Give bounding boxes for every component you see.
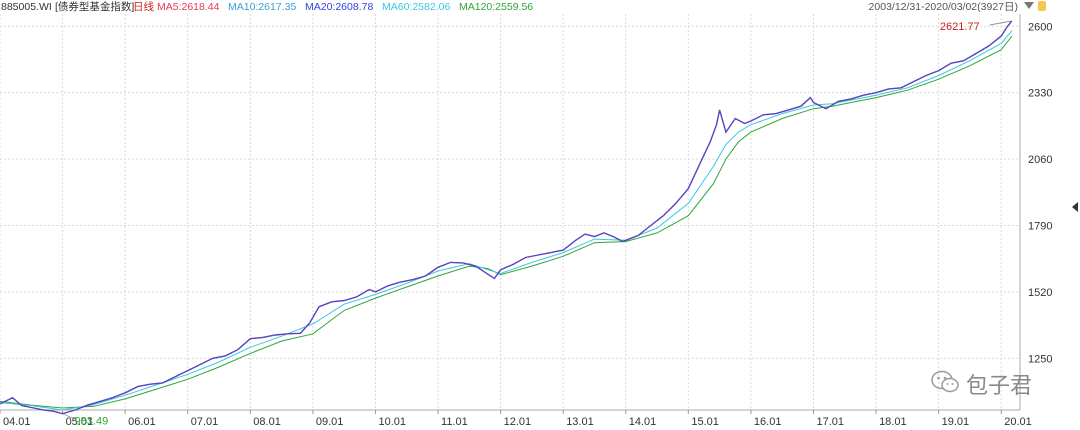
x-tick-label: 07.01 bbox=[191, 416, 219, 428]
x-tick-label: 16.01 bbox=[754, 416, 782, 428]
ma10-readout: MA10:2617.35 bbox=[228, 1, 297, 13]
ma120-line bbox=[0, 35, 1013, 409]
date-range-label[interactable]: 2003/12/31-2020/03/02(3927日) bbox=[868, 1, 1018, 13]
price-line bbox=[0, 20, 1013, 415]
y-tick-label: 2060 bbox=[1028, 154, 1052, 166]
x-tick-label: 12.01 bbox=[504, 416, 532, 428]
ma20-line bbox=[0, 20, 1013, 415]
x-tick-label: 10.01 bbox=[378, 416, 406, 428]
y-tick-label: 1790 bbox=[1028, 221, 1052, 233]
x-tick-label: 11.01 bbox=[441, 416, 468, 428]
dropdown-arrow-icon[interactable] bbox=[1024, 2, 1034, 9]
ma60-readout: MA60:2582.06 bbox=[382, 1, 451, 13]
x-tick-label: 13.01 bbox=[566, 416, 594, 428]
ma20-readout: MA20:2608.78 bbox=[305, 1, 374, 13]
x-tick-label: 15.01 bbox=[691, 416, 719, 428]
ma5-readout: MA5:2618.44 bbox=[157, 1, 220, 13]
high-annotation: 2621.77 bbox=[940, 21, 980, 33]
ma120-readout: MA120:2559.56 bbox=[459, 1, 534, 13]
low-pointer bbox=[62, 413, 77, 421]
x-tick-label: 05.01 bbox=[66, 416, 94, 428]
chart-header: 885005.WI [债券型基金指数] 日线 MA5:2618.44 MA10:… bbox=[0, 0, 1080, 14]
x-tick-label: 06.01 bbox=[128, 416, 156, 428]
period-label[interactable]: 日线 bbox=[133, 1, 154, 13]
high-pointer bbox=[989, 20, 1012, 26]
x-tick-label: 14.01 bbox=[629, 416, 657, 428]
y-tick-label: 1250 bbox=[1028, 353, 1052, 365]
lock-icon[interactable] bbox=[1038, 1, 1046, 11]
scroll-handle-icon[interactable] bbox=[1072, 202, 1078, 212]
watermark: 包子君 bbox=[930, 366, 1050, 399]
x-tick-label: 19.01 bbox=[942, 416, 970, 428]
y-tick-label: 1520 bbox=[1028, 287, 1052, 299]
index-name: [债券型基金指数] bbox=[55, 1, 135, 13]
y-tick-label: 2330 bbox=[1028, 88, 1052, 100]
x-tick-label: 17.01 bbox=[816, 416, 844, 428]
x-tick-label: 09.01 bbox=[316, 416, 344, 428]
x-tick-label: 20.01 bbox=[1004, 416, 1032, 428]
x-tick-label: 08.01 bbox=[253, 416, 281, 428]
y-tick-label: 2600 bbox=[1028, 21, 1052, 33]
low-annotation: 983.49 bbox=[75, 416, 109, 428]
ma60-line bbox=[0, 30, 1013, 411]
wechat-icon bbox=[931, 370, 959, 393]
index-code: 885005.WI bbox=[1, 1, 52, 13]
x-tick-label: 04.01 bbox=[3, 416, 31, 428]
watermark-text: 包子君 bbox=[966, 374, 1033, 399]
x-tick-label: 18.01 bbox=[879, 416, 907, 428]
